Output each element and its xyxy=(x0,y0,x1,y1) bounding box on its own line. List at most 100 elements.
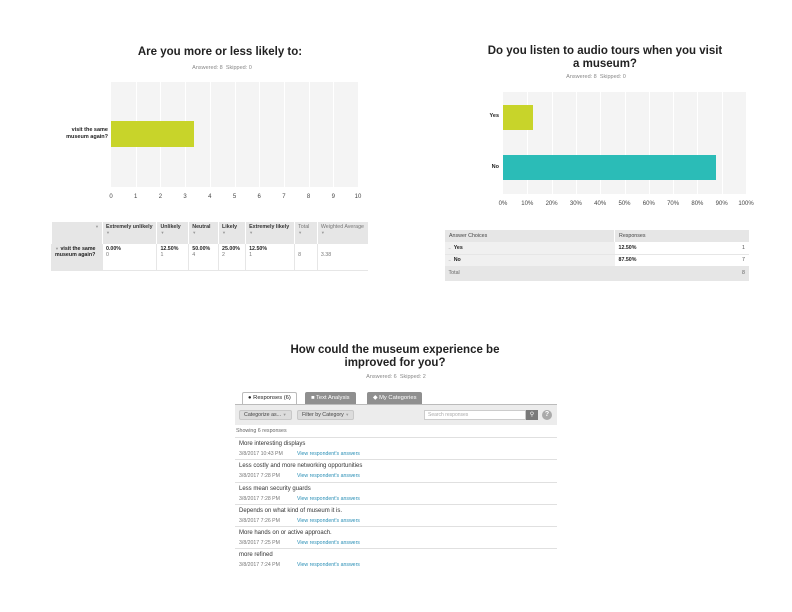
q1-tick-label: 1 xyxy=(134,194,138,200)
list-item: More interesting displays 3/8/2017 10:43… xyxy=(235,437,557,459)
q1-col-extremely-unlikely[interactable]: Extremely unlikely ▼ xyxy=(101,222,157,244)
q2-row-count: 1 xyxy=(709,242,749,255)
tab-my-categories[interactable]: ◆ My Categories xyxy=(367,392,423,404)
q2-tick-label: 90% xyxy=(715,201,728,207)
search-button[interactable]: ⚲ xyxy=(526,410,538,420)
q2-gridline xyxy=(527,92,529,194)
q2-tick-label: 100% xyxy=(738,201,754,207)
table-row: ▼ visit the same museum again? 0.00% 0 12… xyxy=(51,244,368,271)
q2-tick-label: 0% xyxy=(498,201,508,207)
search-icon: ⚲ xyxy=(529,412,535,418)
q1-col-extremely-likely[interactable]: Extremely likely ▼ xyxy=(245,222,295,244)
q2-tick-label: 40% xyxy=(594,201,607,207)
tab-text-analysis[interactable]: ■ Text Analysis xyxy=(305,392,356,404)
q1-gridline xyxy=(333,82,335,187)
q2-gridline xyxy=(551,92,553,194)
q2-bar-label-no: No xyxy=(491,164,499,170)
view-answers-link[interactable]: View respondent's answers xyxy=(297,473,360,479)
q1-tick-label: 3 xyxy=(183,194,187,200)
q2-table: Answer Choices Responses – Yes 12.50% 1 … xyxy=(444,230,749,281)
q1-cell-extremely-unlikely: 0.00% 0 xyxy=(101,244,157,271)
q2-gridline xyxy=(600,92,602,194)
q2-row-pct: 87.50% xyxy=(614,254,710,267)
q2-gridline xyxy=(648,92,650,194)
filter-dropdown[interactable]: Filter by Category ▼ xyxy=(297,410,355,420)
list-item: Less costly and more networking opportun… xyxy=(235,459,557,481)
text-analysis-icon: ■ xyxy=(311,395,315,401)
q2-tick-label: 70% xyxy=(667,201,680,207)
q1-gridline xyxy=(259,82,261,187)
view-answers-link[interactable]: View respondent's answers xyxy=(297,451,360,457)
q1-cell-likely: 25.00% 2 xyxy=(218,244,246,271)
response-date: 3/8/2017 10:43 PM xyxy=(239,451,283,457)
q1-bar-visit-the-same-museum-again xyxy=(111,121,195,147)
q1-bar-label: visit the same museum again? xyxy=(66,127,108,140)
responses-panel: Categorize as... ▼ Filter by Category ▼ … xyxy=(235,404,557,571)
q1-tick-label: 6 xyxy=(257,194,261,200)
response-text: More interesting displays xyxy=(239,441,306,447)
q2-row-label: – Yes xyxy=(444,242,615,255)
response-text: More hands on or active approach. xyxy=(239,530,332,536)
q2-bar-yes xyxy=(503,105,534,130)
q1-col-neutral[interactable]: Neutral ▼ xyxy=(188,222,219,244)
list-item: Less mean security guards 3/8/2017 7:28 … xyxy=(235,482,557,504)
search-input[interactable]: Search responses xyxy=(424,410,526,420)
q2-tick-label: 30% xyxy=(569,201,582,207)
q2-total-label: Total xyxy=(444,266,615,281)
q1-answered: Answered: 8 Skipped: 0 xyxy=(192,65,252,71)
q1-cell-neutral: 50.00% 4 xyxy=(188,244,219,271)
q1-row-label: ▼ visit the same museum again? xyxy=(51,244,103,271)
q2-col-responses[interactable]: Responses xyxy=(614,230,749,242)
q2-gridline xyxy=(721,92,723,194)
response-text: more refined xyxy=(239,552,273,558)
q2-chart xyxy=(503,92,746,194)
q2-answered: Answered: 8 Skipped: 0 xyxy=(566,74,626,80)
chevron-down-icon: ▼ xyxy=(345,412,350,417)
q2-gridline xyxy=(624,92,626,194)
q2-total-row: Total 8 xyxy=(444,266,749,281)
q2-tick-label: 10% xyxy=(521,201,534,207)
view-answers-link[interactable]: View respondent's answers xyxy=(297,518,360,524)
q1-gridline xyxy=(234,82,236,187)
help-icon[interactable]: ? xyxy=(542,410,552,420)
table-row: – Yes 12.50% 1 xyxy=(444,242,749,255)
q2-total-spacer xyxy=(614,266,710,281)
q2-col-answer-choices[interactable]: Answer Choices xyxy=(444,230,615,242)
q2-tick-label: 80% xyxy=(691,201,704,207)
response-text: Less mean security guards xyxy=(239,486,311,492)
q2-row-count: 7 xyxy=(709,254,749,267)
q1-col-total[interactable]: Total ▼ xyxy=(294,222,318,244)
q2-total-value: 8 xyxy=(709,266,749,281)
list-item: Depends on what kind of museum it is. 3/… xyxy=(235,504,557,526)
q1-title: Are you more or less likely to: xyxy=(137,46,303,58)
q1-tick-label: 10 xyxy=(354,194,362,200)
q1-gridline xyxy=(308,82,310,187)
view-answers-link[interactable]: View respondent's answers xyxy=(297,540,360,546)
response-date: 3/8/2017 7:25 PM xyxy=(239,540,280,546)
q1-col-unlikely[interactable]: Unlikely ▼ xyxy=(156,222,189,244)
q3-title: How could the museum experience be improv… xyxy=(290,344,500,369)
q2-gridline xyxy=(673,92,675,194)
view-answers-link[interactable]: View respondent's answers xyxy=(297,496,360,502)
speech-bubble-icon: ● xyxy=(248,395,252,401)
table-row: – No 87.50% 7 xyxy=(444,254,749,267)
q2-bar-no xyxy=(503,155,716,180)
q1-tick-label: 7 xyxy=(282,194,286,200)
q1-cell-weighted-average: 3.38 xyxy=(316,244,368,271)
response-date: 3/8/2017 7:26 PM xyxy=(239,518,280,524)
tab-responses[interactable]: ● Responses (6) xyxy=(242,392,297,404)
categorize-dropdown[interactable]: Categorize as... ▼ xyxy=(239,410,292,420)
q1-tick-label: 5 xyxy=(232,194,237,200)
q1-tick-label: 4 xyxy=(208,194,212,200)
view-answers-link[interactable]: View respondent's answers xyxy=(297,562,360,568)
q1-col-likely[interactable]: Likely ▼ xyxy=(218,222,246,244)
q1-tick-label: 8 xyxy=(306,194,311,200)
list-item: More hands on or active approach. 3/8/20… xyxy=(235,526,557,548)
chevron-down-icon: ▼ xyxy=(282,412,287,417)
q1-chart xyxy=(111,82,358,187)
q2-gridline xyxy=(575,92,577,194)
responses-toolbar: Categorize as... ▼ Filter by Category ▼ … xyxy=(235,405,557,425)
q2-tick-label: 50% xyxy=(618,201,631,207)
q1-cell-extremely-likely: 12.50% 1 xyxy=(245,244,295,271)
q1-col-weighted-average[interactable]: Weighted Average ▼ xyxy=(316,222,368,244)
